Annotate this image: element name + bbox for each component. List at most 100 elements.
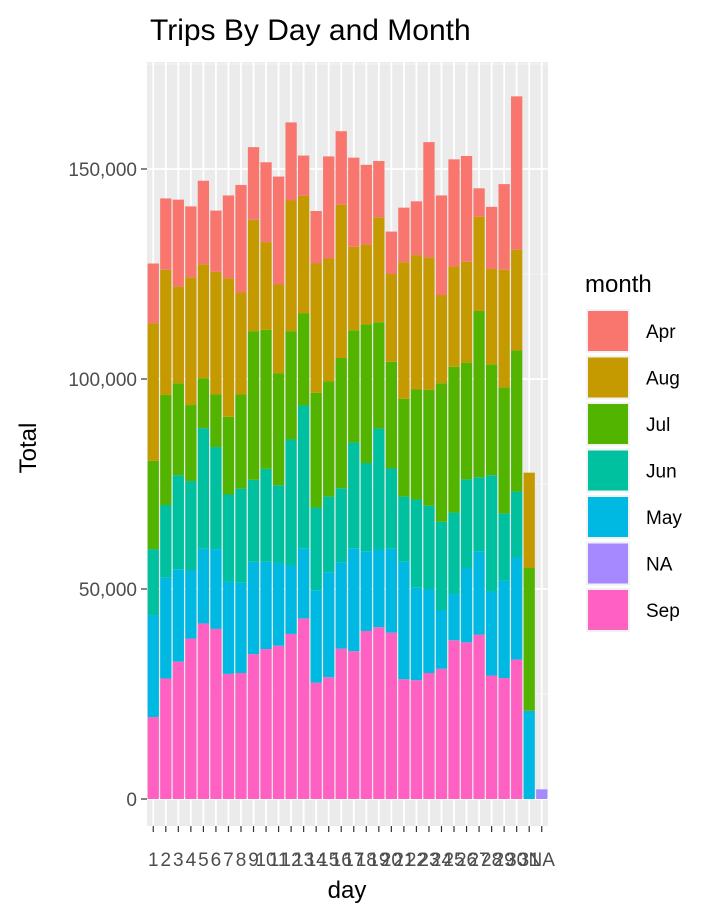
bar-day-10-apr [260,162,272,243]
y-tick-label: 50,000 [79,580,137,601]
x-tick-label: 5 [198,850,209,871]
y-tick-label: 0 [126,790,137,811]
legend-label-sep: Sep [646,601,680,622]
bar-day-3-aug [172,286,184,384]
bar-day-31-jul [523,568,535,711]
bar-day-1-jul [147,460,159,550]
bar-day-18-sep [360,631,372,799]
bar-day-31-aug [523,472,535,568]
bar-day-29-jun [498,513,510,581]
bar-day-6-may [210,549,222,629]
x-tick-label: 15 [318,850,339,871]
bar-day-15-apr [323,156,335,259]
x-tick-label: 30 [506,850,527,871]
bar-day-3-apr [172,199,184,287]
bar-day-9-jul [247,331,260,480]
y-axis-title: Total [15,423,42,474]
bar-day-25-sep [448,640,460,799]
bar-day-24-apr [435,195,448,295]
bar-day-27-may [473,551,485,635]
bar-day-25-jul [448,366,460,513]
bar-day-7-aug [222,278,235,417]
x-tick-label: 28 [481,850,502,871]
bar-day-23-may [423,589,435,673]
bar-day-29-jul [498,387,510,514]
x-tick-label: 24 [431,850,453,871]
x-tick-label: 22 [406,850,427,871]
x-tick-label: 7 [223,850,234,871]
bar-day-2-may [160,577,172,679]
legend-label-aug: Aug [646,369,680,390]
bar-day-2-jun [160,505,172,578]
bar-day-8-jul [235,394,247,489]
x-axis-title: day [328,877,367,904]
bar-day-19-aug [373,217,385,323]
bar-day-20-apr [385,231,397,274]
bar-day-16-sep [335,648,347,799]
bar-day-29-apr [498,184,510,270]
bar-day-20-jul [385,361,397,469]
x-tick-label: 29 [494,850,515,871]
bar-day-19-jun [373,428,385,550]
x-axis: 1 2 3 4 5 6 7 8 91011121314151617181920212223242… [148,826,555,871]
bar-day-16-jul [335,358,347,489]
x-tick-label: 3 [173,850,184,871]
legend-label-may: May [646,508,682,529]
bar-day-9-sep [247,654,260,799]
bar-day-2-sep [160,678,172,799]
bar-day-14-apr [310,211,322,264]
bar-day-10-may [260,561,272,650]
bar-day-4-may [185,570,197,639]
x-tick-label: 6 [211,850,222,871]
bar-day-22-sep [410,680,423,799]
bar-day-2-jul [160,394,172,505]
bar-day-13-may [298,548,310,619]
bar-day-19-sep [373,627,385,799]
bar-day-21-apr [398,207,410,263]
bar-day-7-apr [222,195,235,279]
bar-day-17-jul [348,330,360,443]
bar-day-8-jun [235,488,247,583]
bar-day-27-jul [473,310,485,478]
bar-day-28-jul [485,364,498,476]
bar-day-11-apr [272,176,285,285]
bar-day-6-jun [210,447,222,550]
bar-day-7-may [222,581,235,674]
bar-day-23-jun [423,505,435,589]
bar-day-9-apr [247,147,260,220]
bar-day-8-aug [235,292,247,395]
bar-day-22-may [410,587,423,681]
bar-day-9-aug [247,219,260,332]
x-tick-label: 18 [356,850,377,871]
bar-day-5-aug [197,264,210,379]
legend-swatch-jun [588,450,628,491]
bar-day-28-jun [485,475,498,592]
bar-day-13-jun [298,405,310,549]
bar-day-10-jun [260,468,272,562]
bar-day-13-aug [298,195,310,314]
bar-day-20-jun [385,468,397,549]
legend-label-jun: Jun [646,462,677,483]
bar-day-16-aug [335,204,347,358]
bar-day-16-jun [335,488,347,563]
bar-day-3-jul [172,383,184,476]
bar-day-28-sep [485,675,498,799]
bar-day-26-jul [460,362,473,480]
bar-day-23-jul [423,389,435,506]
bar-day-30-jul [511,350,523,492]
bar-day-10-sep [260,649,272,799]
bar-day-15-jul [323,381,335,497]
bar-day-21-aug [398,262,410,399]
bar-day-17-may [348,548,360,652]
bar-day-6-sep [210,628,222,799]
bar-day-26-apr [460,155,473,262]
bar-day-19-jul [373,322,385,429]
bar-day-6-jul [210,394,222,448]
bar-day-14-may [310,590,322,683]
bar-day-22-jul [410,389,423,500]
bar-day-27-apr [473,188,485,217]
bar-day-17-sep [348,651,360,799]
bar-day-14-jul [310,392,322,508]
bar-day-5-jul [197,378,210,429]
